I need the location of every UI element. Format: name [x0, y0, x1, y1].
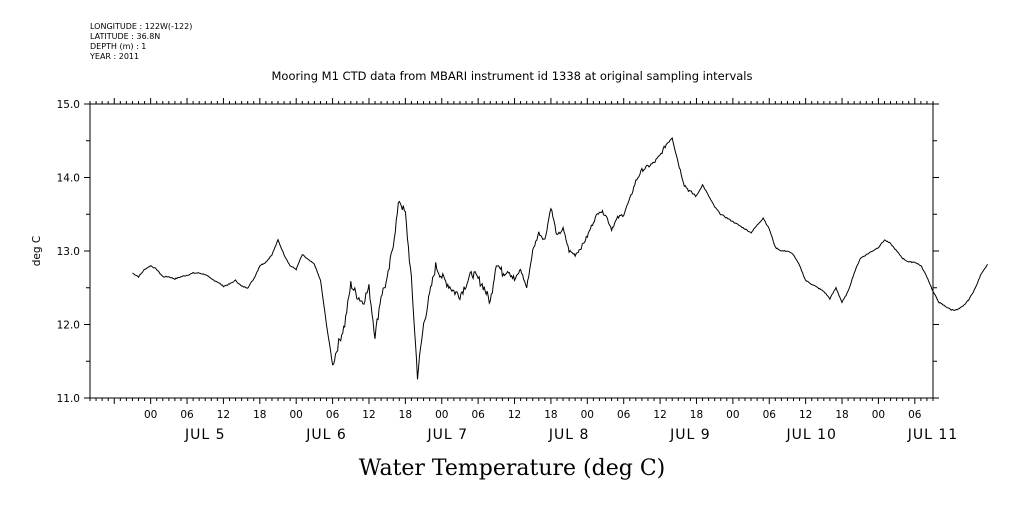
x-hour-labels: 00 06 12 18 00 06 12 18 00 06 12 18 00 06 12 18 00 06 12 18…: [144, 409, 922, 421]
x-day-label: JUL 7: [427, 427, 469, 443]
x-hour-label: 12: [362, 409, 375, 421]
y-tick-label: 13.0: [57, 246, 80, 258]
x-hour-label: 00: [290, 409, 303, 421]
x-hour-label: 18: [399, 409, 412, 421]
x-axis-label: Water Temperature (deg C): [359, 456, 666, 481]
x-hour-label: 12: [799, 409, 812, 421]
x-hour-label: 12: [508, 409, 521, 421]
x-day-label: JUL 5: [184, 427, 226, 443]
meta-line-2: DEPTH (m) : 1: [90, 42, 146, 51]
y-axis-label: deg C: [31, 236, 43, 266]
x-day-label: JUL 6: [305, 427, 347, 443]
meta-line-3: YEAR : 2011: [89, 52, 139, 61]
metadata-block: LONGITUDE : 122W(-122) LATITUDE : 36.8N …: [89, 22, 192, 61]
x-hour-label: 12: [217, 409, 230, 421]
x-axis: [89, 98, 934, 404]
x-hour-label: 06: [617, 409, 631, 421]
x-hour-label: 06: [180, 409, 194, 421]
meta-line-1: LATITUDE : 36.8N: [90, 32, 160, 41]
x-day-label: JUL 9: [669, 427, 711, 443]
series-line: [132, 136, 989, 380]
x-day-label: JUL 8: [548, 427, 590, 443]
x-hour-label: 00: [581, 409, 594, 421]
x-day-label: JUL 10: [785, 427, 836, 443]
x-hour-label: 06: [763, 409, 777, 421]
chart-title: Mooring M1 CTD data from MBARI instrumen…: [272, 69, 753, 83]
x-hour-label: 18: [835, 409, 848, 421]
x-day-label: JUL 11: [907, 427, 958, 443]
x-hour-label: 00: [435, 409, 448, 421]
x-hour-label: 18: [544, 409, 557, 421]
x-hour-label: 18: [690, 409, 703, 421]
x-hour-label: 12: [653, 409, 666, 421]
meta-line-0: LONGITUDE : 122W(-122): [90, 22, 192, 31]
y-tick-label: 11.0: [57, 393, 80, 405]
x-day-labels: JUL 5 JUL 6 JUL 7 JUL 8 JUL 9 JUL 10 JUL 11: [184, 427, 958, 443]
plot-frame: [89, 103, 934, 399]
x-hour-label: 00: [726, 409, 739, 421]
x-hour-label: 00: [872, 409, 885, 421]
x-hour-label: 06: [326, 409, 340, 421]
x-hour-label: 18: [253, 409, 266, 421]
y-tick-label: 15.0: [57, 99, 80, 111]
y-axis: 11.0 12.0 13.0 14.0 15.0: [57, 99, 939, 405]
x-hour-label: 00: [144, 409, 157, 421]
x-hour-label: 06: [471, 409, 485, 421]
y-tick-label: 14.0: [57, 173, 80, 185]
x-hour-label: 06: [908, 409, 922, 421]
y-tick-label: 12.0: [57, 320, 80, 332]
